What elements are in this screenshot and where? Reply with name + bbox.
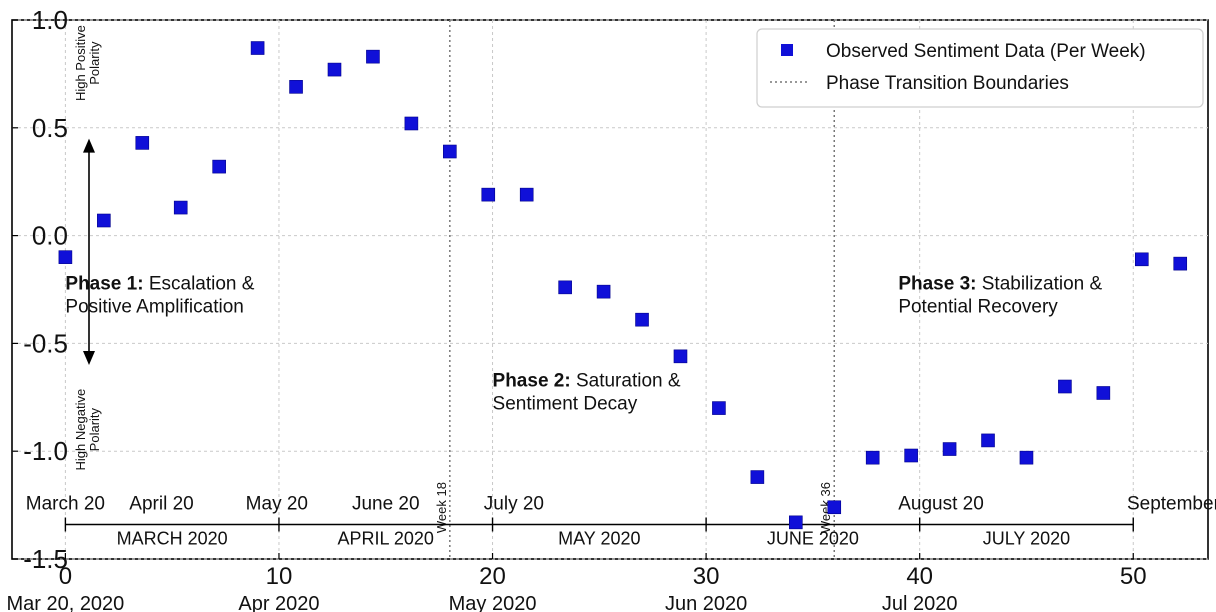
legend-marker-swatch (781, 44, 793, 56)
data-point (1134, 252, 1149, 267)
date-marker-label: June 20 (352, 493, 420, 514)
phase-annotation-subtitle: Potential Recovery (898, 297, 1058, 318)
date-marker-label: August 20 (898, 493, 984, 514)
y-tick-label: -1.5 (23, 544, 68, 574)
data-point (173, 200, 188, 215)
axes: 1.0 0.5 0.0 -0.5 -1.0 -1.50 Mar 20, 2020 10 Apr … (6, 5, 1146, 612)
data-point (942, 442, 957, 456)
y-tick-label: 0.0 (32, 221, 68, 251)
polarity-arrowhead-up (83, 138, 95, 153)
data-point (519, 187, 534, 202)
data-point (250, 41, 265, 55)
polarity-negative-label: High Negative (73, 389, 88, 471)
data-point (58, 250, 73, 264)
date-marker-label: July 20 (484, 493, 544, 514)
date-timeline: March 20 April 20 May 20 June 20 July 20 Augu… (26, 493, 1216, 548)
data-point (789, 515, 803, 530)
x-tick-label: 0 (59, 563, 72, 590)
data-point (750, 470, 765, 484)
phase-annotation-title: Phase 2: Saturation & (493, 371, 681, 392)
x-tick-date-label: Jul 2020 (882, 593, 958, 612)
data-point (635, 312, 649, 327)
phase-annotation-subtitle: Sentiment Decay (493, 394, 638, 415)
data-point (135, 136, 150, 150)
x-tick-date-label: Jun 2020 (665, 593, 747, 612)
data-point (1173, 256, 1188, 271)
data-markers (58, 41, 1188, 530)
data-point (865, 450, 880, 465)
x-tick-label: 50 (1120, 563, 1147, 590)
data-point (1096, 386, 1111, 400)
date-marker-label: March 20 (26, 493, 105, 514)
month-range-label: MARCH 2020 (117, 528, 228, 548)
phase-boundaries: Week 18 Week 36 (434, 20, 835, 559)
month-range-label: JULY 2020 (983, 528, 1070, 548)
phase-annotation-title: Phase 3: Stabilization & (898, 274, 1102, 295)
y-tick-label: 1.0 (32, 5, 68, 35)
phase-annotation-subtitle: Positive Amplification (65, 297, 243, 318)
data-point (827, 500, 842, 515)
legend: Observed Sentiment Data (Per Week) Phase … (756, 28, 1204, 108)
x-tick-date-label: May 2020 (449, 593, 537, 612)
data-point (673, 349, 688, 364)
legend-box (756, 28, 1204, 108)
x-tick-label: 30 (693, 563, 720, 590)
grid (12, 19, 1208, 560)
data-point (981, 433, 995, 448)
date-marker-label: September 20 (1127, 493, 1216, 514)
month-range-label: MAY 2020 (558, 528, 640, 548)
month-range-label: APRIL 2020 (338, 528, 434, 548)
phase-annotation-title: Phase 1: Escalation & (65, 274, 254, 295)
month-range-label: JUNE 2020 (767, 528, 859, 548)
data-point (289, 80, 303, 94)
y-tick-label: -0.5 (23, 328, 68, 358)
polarity-arrowhead-down (83, 350, 95, 365)
data-point (327, 62, 342, 77)
data-point (212, 159, 226, 174)
polarity-positive-label: Polarity (87, 41, 102, 85)
data-point (1019, 450, 1034, 465)
x-tick-label: 20 (479, 563, 506, 590)
phase-boundary-label: Week 18 (434, 482, 449, 533)
data-point (97, 213, 111, 228)
polarity-negative-label: Polarity (87, 407, 102, 451)
data-point (366, 49, 380, 64)
data-point (712, 401, 726, 415)
data-point (443, 144, 457, 159)
date-marker-label: April 20 (129, 493, 193, 514)
x-tick-label: 40 (906, 563, 933, 590)
data-point (481, 187, 496, 202)
polarity-positive-label: High Positive (73, 25, 88, 101)
date-marker-label: May 20 (246, 493, 308, 514)
data-point (404, 116, 419, 131)
x-tick-date-label: Mar 20, 2020 (6, 593, 124, 612)
x-tick-label: 10 (266, 563, 293, 590)
x-tick-date-label: Apr 2020 (238, 593, 319, 612)
data-point (1058, 379, 1072, 394)
data-point (596, 284, 611, 299)
phase-boundary-label: Week 36 (818, 482, 833, 533)
y-tick-label: -1.0 (23, 436, 68, 466)
data-point (904, 448, 918, 463)
legend-entry-label: Observed Sentiment Data (Per Week) (826, 41, 1146, 62)
data-point (558, 280, 572, 295)
y-tick-label: 0.5 (32, 113, 68, 143)
legend-entry-label: Phase Transition Boundaries (826, 73, 1069, 94)
